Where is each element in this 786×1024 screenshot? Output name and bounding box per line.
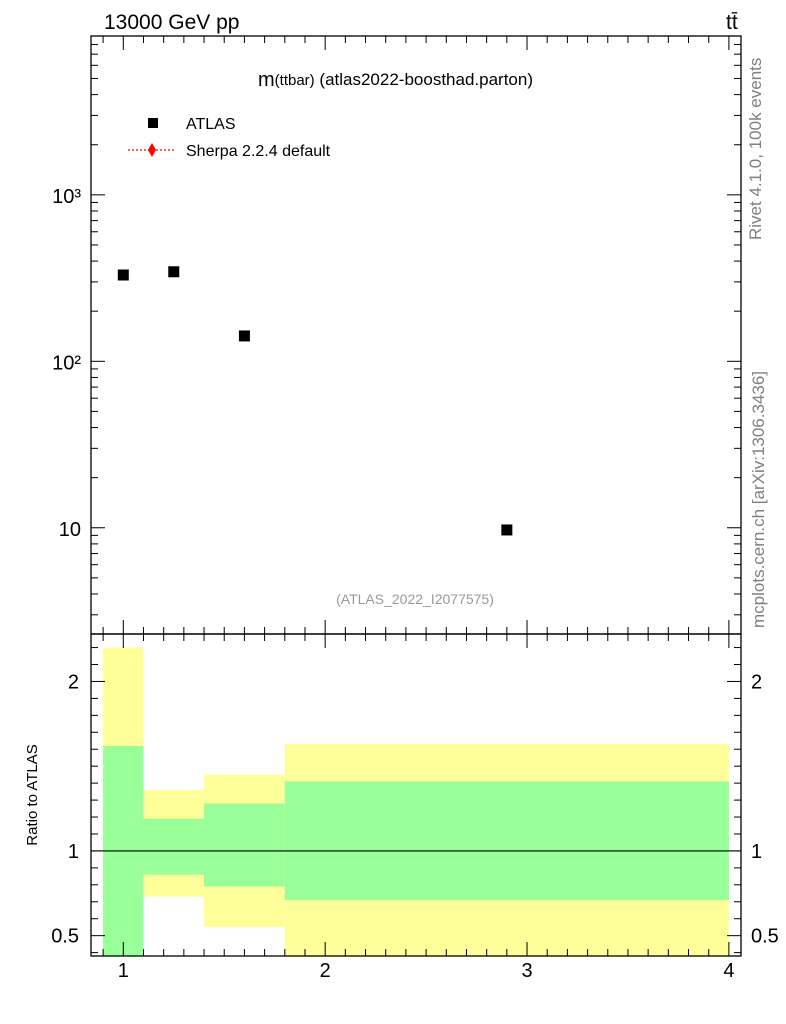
main-ytick-label: 10³ <box>52 186 81 208</box>
legend-marker-atlas <box>148 118 158 128</box>
energy-label: 13000 GeV pp <box>104 11 239 34</box>
ratio-ytick-label-left: 2 <box>68 671 79 693</box>
mcplots-label: mcplots.cern.ch [arXiv:1306.3436] <box>749 371 768 628</box>
legend: ATLAS Sherpa 2.2.4 default <box>128 116 331 160</box>
legend-label-atlas: ATLAS <box>186 116 236 133</box>
legend-label-sherpa: Sherpa 2.2.4 default <box>186 143 331 160</box>
ratio-frame <box>90 633 742 957</box>
ratio-band-inner <box>143 818 205 875</box>
plot-title: m(ttbar) (atlas2022-boosthad.parton) <box>258 69 533 91</box>
data-point-atlas <box>501 524 513 536</box>
ratio-ytick-label-right: 0.5 <box>751 926 779 948</box>
main-ytick-label: 10 <box>59 519 81 541</box>
data-point-atlas <box>117 269 129 281</box>
ratio-ytick-label-right: 2 <box>751 671 762 693</box>
ratio-ticks: 0.5 0.5 1 1 2 2 1 2 3 4 <box>51 634 779 982</box>
analysis-id: (ATLAS_2022_I2077575) <box>336 591 494 607</box>
main-ticks: 10 10² 10³ <box>52 35 741 634</box>
ratio-xtick-label: 3 <box>521 960 532 982</box>
ratio-band-inner <box>284 781 729 901</box>
main-ytick-label: 10² <box>52 352 81 374</box>
rivet-label: Rivet 4.1.0, 100k events <box>746 58 765 240</box>
ratio-xtick-label: 4 <box>723 960 734 982</box>
ratio-xtick-label: 2 <box>320 960 331 982</box>
data-point-atlas <box>238 330 250 342</box>
ratio-ytick-label-left: 1 <box>68 841 79 863</box>
ratio-ytick-label-right: 1 <box>751 841 762 863</box>
ratio-xtick-label: 1 <box>118 960 129 982</box>
ratio-ylabel: Ratio to ATLAS <box>24 744 41 845</box>
plot-title-sub: (ttbar) <box>275 72 315 89</box>
plot-title-main: m <box>258 69 275 91</box>
ratio-panel: 0.5 0.5 1 1 2 2 1 2 3 4 Ratio to ATLAS <box>24 633 779 982</box>
data-points <box>117 266 513 536</box>
process-label: tt̄ <box>726 11 738 34</box>
data-point-atlas <box>168 266 180 278</box>
ratio-band-inner <box>204 803 285 887</box>
ratio-ytick-label-left: 0.5 <box>51 926 79 948</box>
ratio-bands <box>103 647 729 956</box>
plot-title-rest: (atlas2022-boosthad.parton) <box>315 70 533 89</box>
main-panel: 10 10² 10³ m(ttbar) (atlas2022-boosthad.pa… <box>52 35 742 635</box>
legend-marker-sherpa <box>148 143 156 157</box>
